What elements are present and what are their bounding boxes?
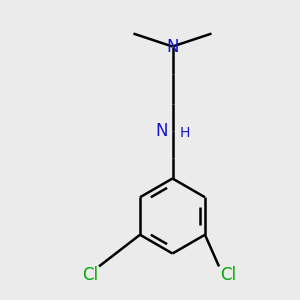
Text: Cl: Cl bbox=[82, 266, 98, 284]
Text: H: H bbox=[180, 126, 190, 140]
Text: Cl: Cl bbox=[220, 266, 236, 284]
Text: N: N bbox=[166, 38, 179, 56]
Text: N: N bbox=[155, 122, 168, 140]
